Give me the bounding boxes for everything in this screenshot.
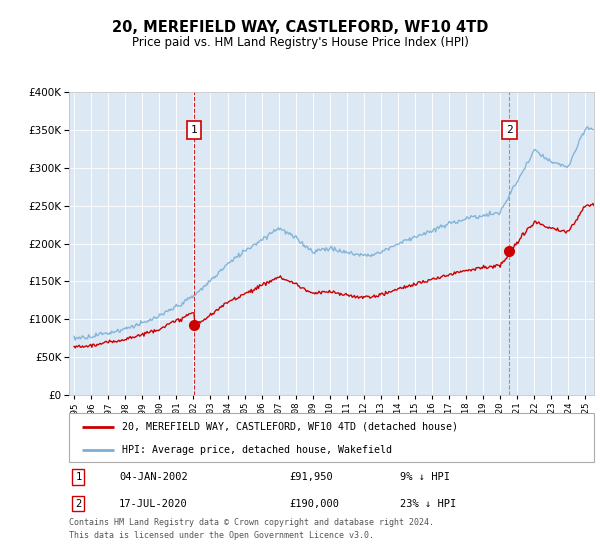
Text: Price paid vs. HM Land Registry's House Price Index (HPI): Price paid vs. HM Land Registry's House …	[131, 36, 469, 49]
Text: This data is licensed under the Open Government Licence v3.0.: This data is licensed under the Open Gov…	[69, 531, 374, 540]
Text: £190,000: £190,000	[290, 498, 340, 508]
Text: 2: 2	[506, 125, 513, 135]
Text: 23% ↓ HPI: 23% ↓ HPI	[400, 498, 456, 508]
Text: 1: 1	[76, 472, 82, 482]
Text: 1: 1	[191, 125, 197, 135]
Text: 04-JAN-2002: 04-JAN-2002	[119, 472, 188, 482]
Text: HPI: Average price, detached house, Wakefield: HPI: Average price, detached house, Wake…	[121, 445, 392, 455]
Text: 20, MEREFIELD WAY, CASTLEFORD, WF10 4TD (detached house): 20, MEREFIELD WAY, CASTLEFORD, WF10 4TD …	[121, 422, 458, 432]
FancyBboxPatch shape	[69, 413, 594, 462]
Text: Contains HM Land Registry data © Crown copyright and database right 2024.: Contains HM Land Registry data © Crown c…	[69, 519, 434, 528]
Text: 9% ↓ HPI: 9% ↓ HPI	[400, 472, 450, 482]
Text: 2: 2	[76, 498, 82, 508]
Text: £91,950: £91,950	[290, 472, 333, 482]
Text: 20, MEREFIELD WAY, CASTLEFORD, WF10 4TD: 20, MEREFIELD WAY, CASTLEFORD, WF10 4TD	[112, 20, 488, 35]
Text: 17-JUL-2020: 17-JUL-2020	[119, 498, 188, 508]
